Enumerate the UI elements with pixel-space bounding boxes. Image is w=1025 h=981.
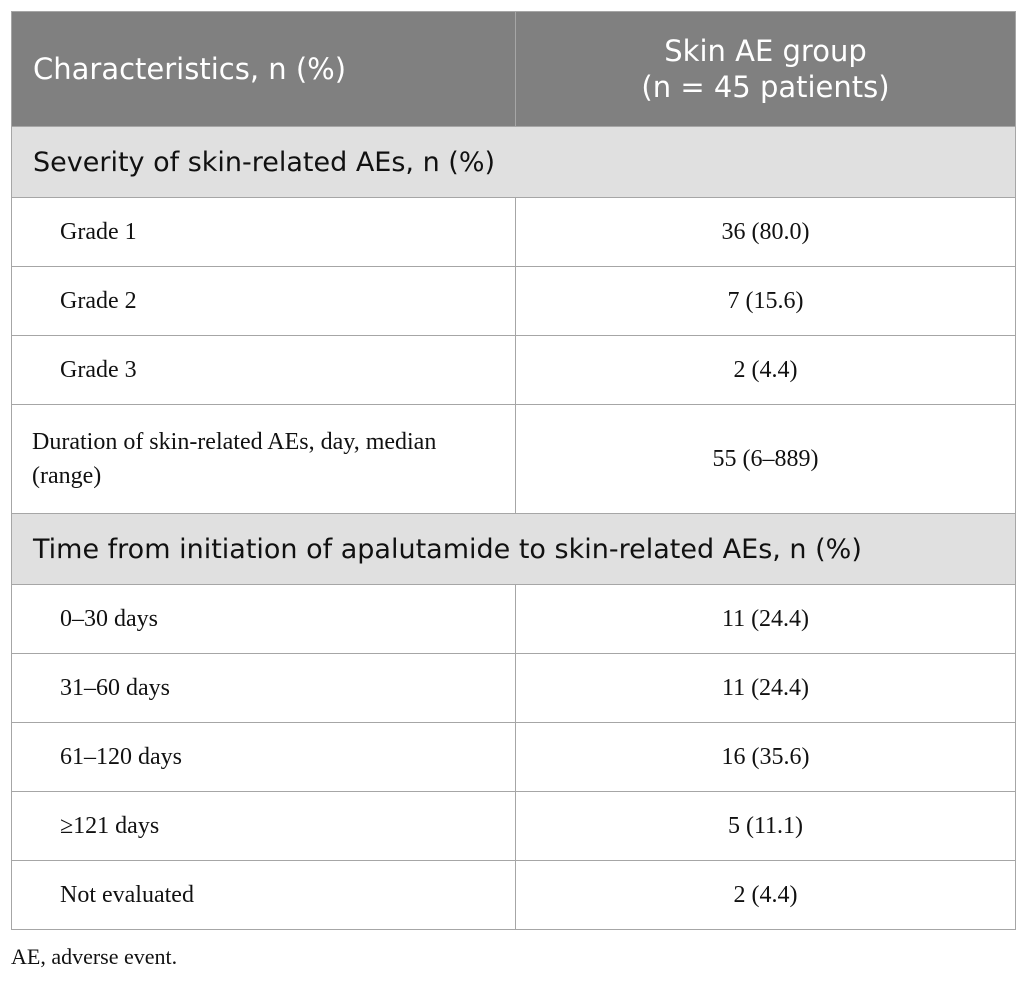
footnote: AE, adverse event.	[11, 944, 178, 969]
label-text: Not evaluated	[60, 881, 194, 908]
section-row: Time from initiation of apalutamide to s…	[11, 513, 1016, 585]
data-row: 0–30 days 11 (24.4)	[11, 584, 1016, 654]
header-line: Skin AE group	[664, 34, 867, 68]
label-text: Grade 3	[60, 356, 137, 383]
label-text: 61–120 days	[60, 743, 182, 770]
value-cell: 11 (24.4)	[515, 653, 1016, 723]
label-text: Grade 2	[60, 287, 137, 314]
label-text: 31–60 days	[60, 674, 170, 701]
table-body: Severity of skin-related AEs, n (%) Grade…	[11, 126, 1016, 930]
label-cell: Duration of skin-related AEs, day, media…	[11, 404, 516, 514]
value-cell: 11 (24.4)	[515, 584, 1016, 654]
section-row: Severity of skin-related AEs, n (%)	[11, 126, 1016, 198]
data-row: Grade 3 2 (4.4)	[11, 335, 1016, 405]
data-row: Grade 2 7 (15.6)	[11, 266, 1016, 336]
value-cell: 36 (80.0)	[515, 197, 1016, 267]
section-title: Time from initiation of apalutamide to s…	[11, 513, 1016, 585]
label-cell: Grade 1	[11, 197, 516, 267]
header-cell: Skin AE group (n = 45 patients)	[515, 11, 1016, 127]
data-row: 61–120 days 16 (35.6)	[11, 722, 1016, 792]
value-cell: 2 (4.4)	[515, 860, 1016, 930]
label-cell: 31–60 days	[11, 653, 516, 723]
value-cell: 55 (6–889)	[515, 404, 1016, 514]
label-cell: Grade 3	[11, 335, 516, 405]
header-line: (n = 45 patients)	[641, 70, 890, 104]
header-row: Characteristics, n (%) Skin AE group (n …	[11, 11, 1016, 127]
value-cell: 16 (35.6)	[515, 722, 1016, 792]
label-text: ≥121 days	[60, 812, 160, 839]
label-cell: ≥121 days	[11, 791, 516, 861]
data-row: ≥121 days 5 (11.1)	[11, 791, 1016, 861]
label-cell: Not evaluated	[11, 860, 516, 930]
table: Characteristics, n (%) Skin AE group (n …	[11, 11, 1016, 930]
header-cell: Characteristics, n (%)	[11, 11, 516, 127]
value-cell: 5 (11.1)	[515, 791, 1016, 861]
label-text: Duration of skin-related AEs, day, media…	[32, 429, 437, 489]
label-text: 0–30 days	[60, 605, 158, 632]
label-cell: 0–30 days	[11, 584, 516, 654]
value-cell: 7 (15.6)	[515, 266, 1016, 336]
label-cell: Grade 2	[11, 266, 516, 336]
label-cell: 61–120 days	[11, 722, 516, 792]
data-row: 31–60 days 11 (24.4)	[11, 653, 1016, 723]
label-text: Grade 1	[60, 218, 137, 245]
section-title: Severity of skin-related AEs, n (%)	[11, 126, 1016, 198]
value-cell: 2 (4.4)	[515, 335, 1016, 405]
data-row: Grade 1 36 (80.0)	[11, 197, 1016, 267]
data-row: Duration of skin-related AEs, day, media…	[11, 404, 1016, 514]
data-row: Not evaluated 2 (4.4)	[11, 860, 1016, 930]
